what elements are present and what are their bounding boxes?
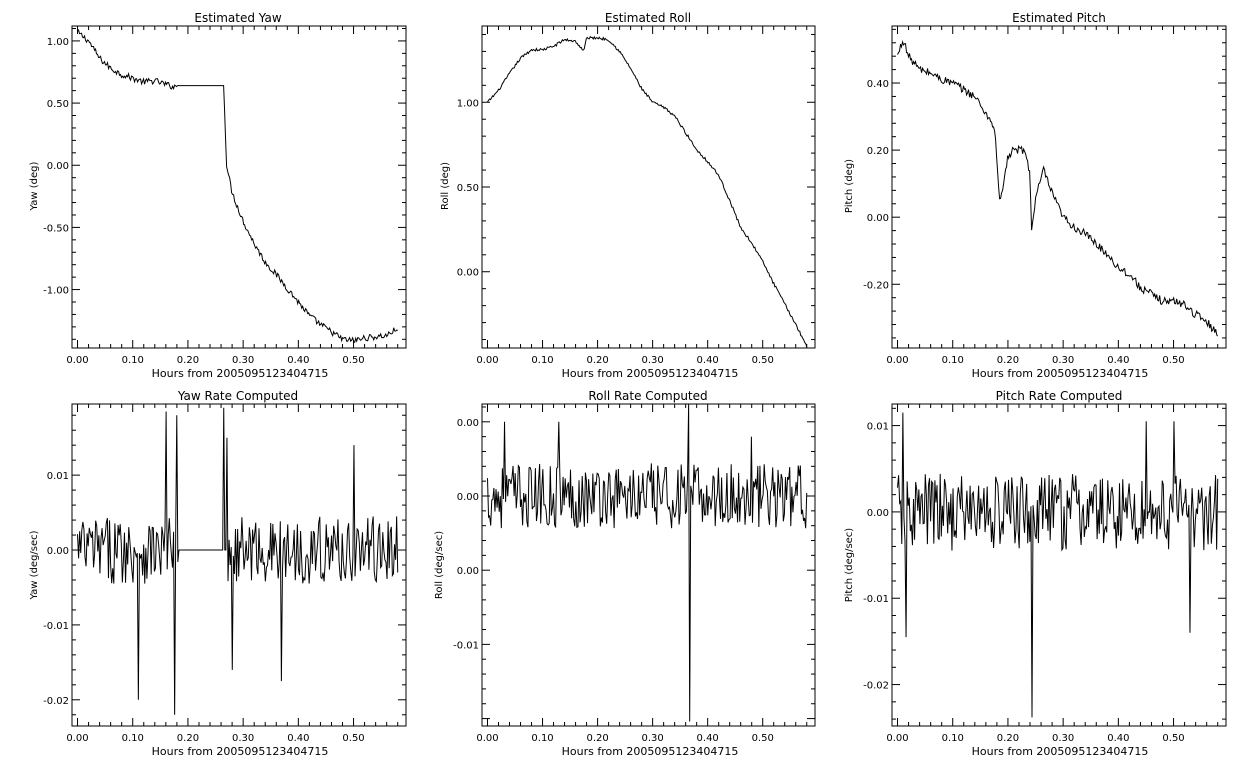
- chart-title: Roll Rate Computed: [588, 389, 707, 403]
- x-tick-label: 0.40: [697, 355, 719, 366]
- x-tick-label: 0.20: [997, 733, 1019, 744]
- x-tick-label: 0.20: [586, 355, 608, 366]
- y-tick-label: 0.40: [867, 79, 889, 90]
- chart-title: Pitch Rate Computed: [996, 389, 1123, 403]
- x-tick-label: 0.50: [752, 355, 774, 366]
- x-tick-label: 0.00: [66, 355, 88, 366]
- y-tick-label: 0.01: [867, 422, 889, 433]
- plot-frame: [891, 25, 1227, 349]
- x-tick-label: 0.30: [232, 355, 254, 366]
- series-line: [487, 403, 808, 722]
- panel-estimated-yaw: Estimated Yaw Hours from 200509512340471…: [29, 11, 407, 380]
- x-axis-label: Hours from 2005095123404715: [562, 745, 739, 758]
- x-tick-label: 0.10: [122, 733, 144, 744]
- y-tick-label: 0.00: [47, 546, 69, 557]
- panel-yaw-rate-computed: Yaw Rate Computed Hours from 20050951234…: [29, 389, 407, 758]
- x-tick-label: 0.10: [531, 733, 553, 744]
- chart-title: Yaw Rate Computed: [177, 389, 298, 403]
- y-tick-label: -0.01: [43, 621, 69, 632]
- x-tick-label: 0.30: [641, 355, 663, 366]
- y-axis-label: Roll (deg/sec): [434, 531, 445, 599]
- y-tick-label: 1.00: [457, 98, 479, 109]
- y-tick-label: 0.01: [47, 471, 69, 482]
- series-line: [77, 407, 399, 715]
- y-tick-label: 0.00: [457, 492, 479, 503]
- x-tick-label: 0.10: [942, 733, 964, 744]
- panel-roll-rate-computed: Roll Rate Computed Hours from 2005095123…: [434, 389, 816, 758]
- x-tick-label: 0.50: [342, 733, 364, 744]
- x-axis-label: Hours from 2005095123404715: [152, 745, 329, 758]
- chart-title: Estimated Pitch: [1012, 11, 1106, 25]
- x-tick-label: 0.00: [886, 733, 908, 744]
- x-tick-label: 0.20: [177, 355, 199, 366]
- x-tick-label: 0.40: [1107, 355, 1129, 366]
- x-tick-label: 0.10: [122, 355, 144, 366]
- x-tick-label: 0.20: [586, 733, 608, 744]
- x-tick-label: 0.30: [1052, 355, 1074, 366]
- y-axis-label: Pitch (deg/sec): [844, 528, 855, 603]
- plot-frame: [71, 25, 407, 349]
- plot-frame: [891, 403, 1227, 727]
- y-tick-label: 0.00: [457, 268, 479, 279]
- x-tick-label: 0.40: [287, 733, 309, 744]
- x-tick-label: 0.30: [232, 733, 254, 744]
- x-tick-label: 0.10: [531, 355, 553, 366]
- series-line: [897, 412, 1219, 718]
- y-axis-label: Roll (deg): [440, 162, 451, 210]
- y-tick-label: -0.02: [43, 696, 69, 707]
- y-tick-label: 0.00: [457, 418, 479, 429]
- x-tick-label: 0.40: [1107, 733, 1129, 744]
- x-tick-label: 0.20: [997, 355, 1019, 366]
- y-tick-label: -0.50: [43, 223, 69, 234]
- chart-title: Estimated Yaw: [194, 11, 281, 25]
- y-tick-label: 0.00: [867, 508, 889, 519]
- y-tick-label: -0.01: [863, 594, 889, 605]
- y-tick-label: -0.02: [863, 681, 889, 692]
- x-tick-label: 0.10: [942, 355, 964, 366]
- series-line: [897, 39, 1219, 337]
- y-tick-label: -0.20: [863, 280, 889, 291]
- x-tick-label: 0.20: [177, 733, 199, 744]
- x-tick-label: 0.00: [476, 733, 498, 744]
- panel-pitch-rate-computed: Pitch Rate Computed Hours from 200509512…: [844, 389, 1227, 758]
- chart-title: Estimated Roll: [605, 11, 691, 25]
- x-tick-label: 0.00: [886, 355, 908, 366]
- y-axis-label: Pitch (deg): [844, 159, 855, 213]
- y-tick-label: 1.00: [47, 37, 69, 48]
- x-axis-label: Hours from 2005095123404715: [562, 367, 739, 380]
- panel-estimated-pitch: Estimated Pitch Hours from 2005095123404…: [844, 11, 1227, 380]
- x-tick-label: 0.00: [476, 355, 498, 366]
- y-axis-label: Yaw (deg/sec): [29, 530, 40, 600]
- panel-estimated-roll: Estimated Roll Hours from 20050951234047…: [440, 11, 816, 380]
- x-axis-label: Hours from 2005095123404715: [972, 745, 1149, 758]
- x-axis-label: Hours from 2005095123404715: [152, 367, 329, 380]
- x-tick-label: 0.50: [1162, 355, 1184, 366]
- x-tick-label: 0.50: [1162, 733, 1184, 744]
- y-axis-label: Yaw (deg): [29, 161, 40, 211]
- y-tick-label: 0.50: [47, 99, 69, 110]
- x-tick-label: 0.30: [641, 733, 663, 744]
- y-tick-label: 0.00: [457, 566, 479, 577]
- y-tick-label: 0.00: [47, 161, 69, 172]
- y-tick-label: 0.20: [867, 146, 889, 157]
- y-tick-label: -0.01: [453, 640, 479, 651]
- x-tick-label: 0.00: [66, 733, 88, 744]
- x-axis-label: Hours from 2005095123404715: [972, 367, 1149, 380]
- plot-frame: [481, 403, 816, 727]
- x-tick-label: 0.50: [342, 355, 364, 366]
- series-line: [487, 35, 808, 348]
- x-tick-label: 0.30: [1052, 733, 1074, 744]
- x-tick-label: 0.40: [287, 355, 309, 366]
- y-tick-label: 0.50: [457, 183, 479, 194]
- series-line: [77, 28, 398, 344]
- y-tick-label: -1.00: [43, 286, 69, 297]
- y-tick-label: 0.00: [867, 213, 889, 224]
- x-tick-label: 0.50: [752, 733, 774, 744]
- x-tick-label: 0.40: [697, 733, 719, 744]
